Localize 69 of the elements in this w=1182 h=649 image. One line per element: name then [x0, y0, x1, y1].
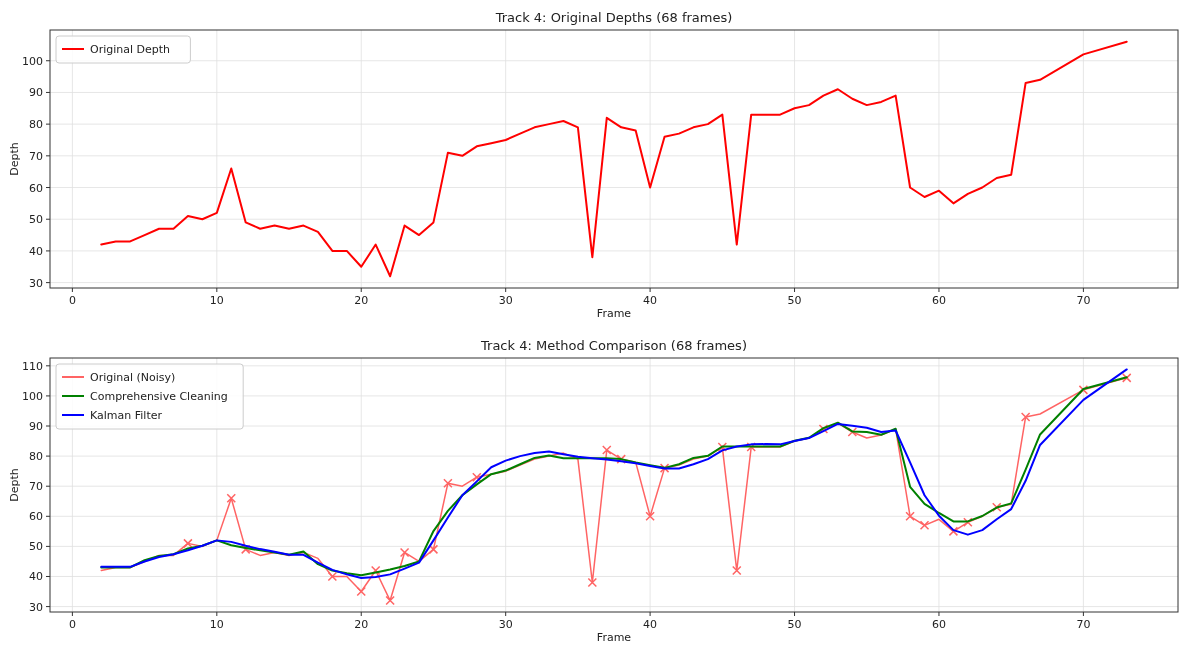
- y-tick-label: 40: [29, 244, 43, 258]
- x-tick-label: 50: [787, 294, 802, 307]
- x-tick-label: 70: [1076, 618, 1091, 631]
- y-tick-label: 110: [22, 359, 43, 373]
- point: [356, 586, 366, 597]
- y-tick-label: 100: [22, 389, 43, 403]
- point: [602, 445, 612, 455]
- point: [385, 595, 395, 606]
- x-tick-label: 40: [643, 618, 658, 631]
- point: [428, 544, 439, 555]
- point: [443, 478, 453, 488]
- x-tick-label: 20: [354, 618, 369, 631]
- y-tick-label: 90: [29, 420, 43, 434]
- point: [732, 565, 742, 576]
- point: [963, 517, 973, 528]
- y-axis-title: Depth: [8, 468, 21, 502]
- x-tick-label: 0: [68, 618, 76, 631]
- y-tick-label: 60: [29, 181, 43, 195]
- x-tick-label: 30: [498, 618, 513, 631]
- point: [717, 442, 728, 452]
- y-tick-label: 80: [29, 450, 43, 464]
- point: [1121, 373, 1132, 383]
- point: [587, 577, 598, 588]
- point: [226, 493, 237, 503]
- x-tick-label: 10: [209, 618, 224, 631]
- point: [240, 544, 251, 555]
- y-tick-label: 40: [29, 570, 43, 584]
- legend-label: Comprehensive Cleaning: [90, 390, 228, 403]
- y-axis-title: Depth: [8, 142, 21, 176]
- chart-title: Track 4: Original Depths (68 frames): [494, 10, 733, 25]
- x-tick-label: 20: [354, 294, 369, 307]
- x-tick-label: 40: [643, 294, 658, 307]
- legend-label: Kalman Filter: [90, 409, 163, 422]
- point: [1078, 385, 1089, 395]
- legend-label: Original Depth: [90, 43, 171, 56]
- point: [948, 526, 959, 537]
- x-axis-title: Frame: [596, 631, 632, 644]
- y-tick-label: 100: [22, 54, 43, 68]
- x-tick-label: 60: [931, 294, 946, 307]
- chart-title: Track 4: Method Comparison (68 frames): [480, 338, 747, 353]
- x-tick-label: 70: [1076, 294, 1091, 307]
- x-tick-label: 0: [68, 294, 76, 307]
- legend-label: Original (Noisy): [90, 371, 176, 384]
- y-tick-label: 50: [29, 540, 43, 554]
- point: [472, 472, 482, 482]
- x-tick-label: 50: [787, 618, 802, 631]
- y-tick-label: 30: [29, 600, 43, 614]
- point: [919, 520, 930, 531]
- y-tick-label: 50: [29, 213, 43, 227]
- point: [991, 502, 1002, 513]
- point: [370, 565, 381, 576]
- y-tick-label: 80: [29, 118, 43, 132]
- x-axis-title: Frame: [596, 307, 632, 320]
- y-tick-label: 90: [29, 86, 43, 100]
- point: [847, 427, 858, 437]
- point: [327, 571, 338, 582]
- point: [1020, 412, 1031, 422]
- y-tick-label: 70: [29, 480, 43, 494]
- x-tick-label: 60: [931, 618, 946, 631]
- y-tick-label: 70: [29, 149, 43, 163]
- point: [659, 463, 670, 473]
- point: [399, 547, 410, 558]
- point: [183, 538, 193, 549]
- y-tick-label: 60: [29, 510, 43, 524]
- y-tick-label: 30: [29, 276, 43, 290]
- point: [905, 511, 915, 522]
- point: [645, 511, 655, 522]
- x-tick-label: 10: [209, 294, 224, 307]
- x-tick-label: 30: [498, 294, 513, 307]
